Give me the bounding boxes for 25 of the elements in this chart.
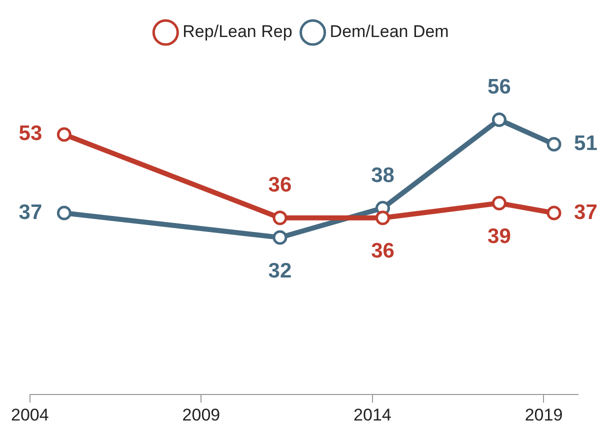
point [546, 137, 562, 152]
x-tick-label: 2004 [10, 405, 49, 424]
legend-label: Dem/Lean Dem [330, 22, 449, 42]
data-label: 37 [18, 200, 42, 224]
point [272, 230, 288, 245]
point [272, 210, 288, 226]
point [375, 210, 390, 226]
point [492, 112, 506, 127]
data-label: 36 [371, 240, 394, 263]
x-tick-label: 2009 [182, 405, 220, 424]
point [492, 196, 506, 210]
x-tick-label: 2019 [524, 405, 563, 424]
data-label: 38 [371, 164, 395, 187]
x-tick-label: 2014 [354, 405, 392, 424]
data-label: 32 [268, 259, 292, 282]
data-label: 37 [574, 200, 598, 224]
data-label: 56 [488, 76, 511, 99]
data-label: 39 [488, 224, 511, 248]
data-label: 36 [268, 174, 292, 197]
data-label: 53 [18, 122, 42, 146]
point [546, 206, 562, 220]
point [56, 127, 72, 142]
legend-label: Rep/Lean Rep [182, 22, 292, 42]
data-label: 51 [574, 132, 598, 156]
point [56, 206, 72, 220]
